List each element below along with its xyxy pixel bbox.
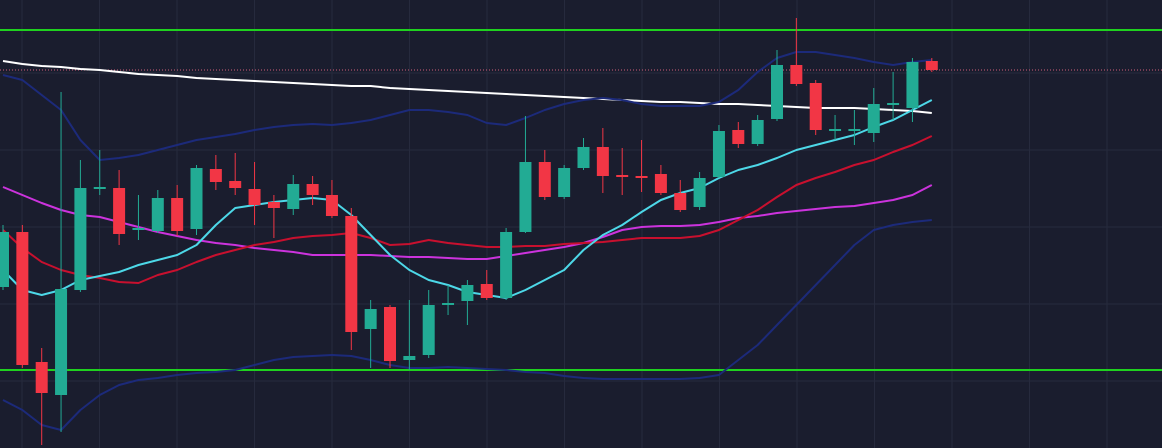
candle-body	[442, 303, 455, 305]
candle-body	[654, 174, 667, 193]
candle-body	[616, 175, 629, 177]
candle-body	[925, 61, 938, 70]
candle-body	[538, 162, 551, 197]
candle-body	[422, 305, 435, 355]
candle-body	[809, 83, 822, 130]
candle-body	[906, 62, 919, 108]
candle-body	[732, 130, 745, 144]
candle-body	[480, 284, 493, 298]
candle-body	[558, 168, 571, 197]
candle-body	[712, 131, 725, 177]
candle-body	[577, 147, 590, 168]
candle-body	[790, 65, 803, 84]
candle-body	[267, 202, 280, 208]
candle-body	[16, 232, 29, 365]
candle-body	[887, 103, 900, 105]
candle-body	[829, 129, 842, 131]
candle-body	[674, 193, 687, 210]
candle-body	[403, 356, 416, 360]
indicator-line	[2, 219, 932, 431]
candle-body	[693, 178, 706, 207]
candle-body	[55, 289, 68, 395]
candle-body	[867, 104, 880, 133]
candle-body	[74, 188, 87, 290]
candle-body	[771, 65, 783, 119]
candle-body	[596, 147, 609, 176]
candle-body	[93, 187, 106, 189]
candle-body	[248, 189, 261, 205]
candle-body	[364, 309, 377, 329]
candle-body	[848, 129, 861, 131]
candle-body	[35, 362, 48, 393]
candle-body	[461, 285, 474, 301]
candle-body	[132, 228, 145, 230]
candle-body	[751, 120, 764, 144]
candle-body	[171, 198, 184, 231]
candle-body	[190, 168, 203, 229]
candle-body	[306, 184, 319, 195]
candle-body	[287, 184, 300, 209]
candle-body	[113, 188, 126, 234]
candle-body	[500, 232, 513, 298]
candle-body	[151, 198, 164, 231]
candle-body	[229, 181, 242, 188]
candle-body	[384, 307, 396, 361]
candle-body	[519, 162, 532, 232]
indicator-line	[2, 135, 933, 284]
candle-body	[345, 216, 358, 332]
candle-body	[209, 169, 222, 182]
candle-body	[635, 176, 648, 178]
candle-body	[0, 232, 9, 287]
candle-body	[325, 195, 338, 216]
